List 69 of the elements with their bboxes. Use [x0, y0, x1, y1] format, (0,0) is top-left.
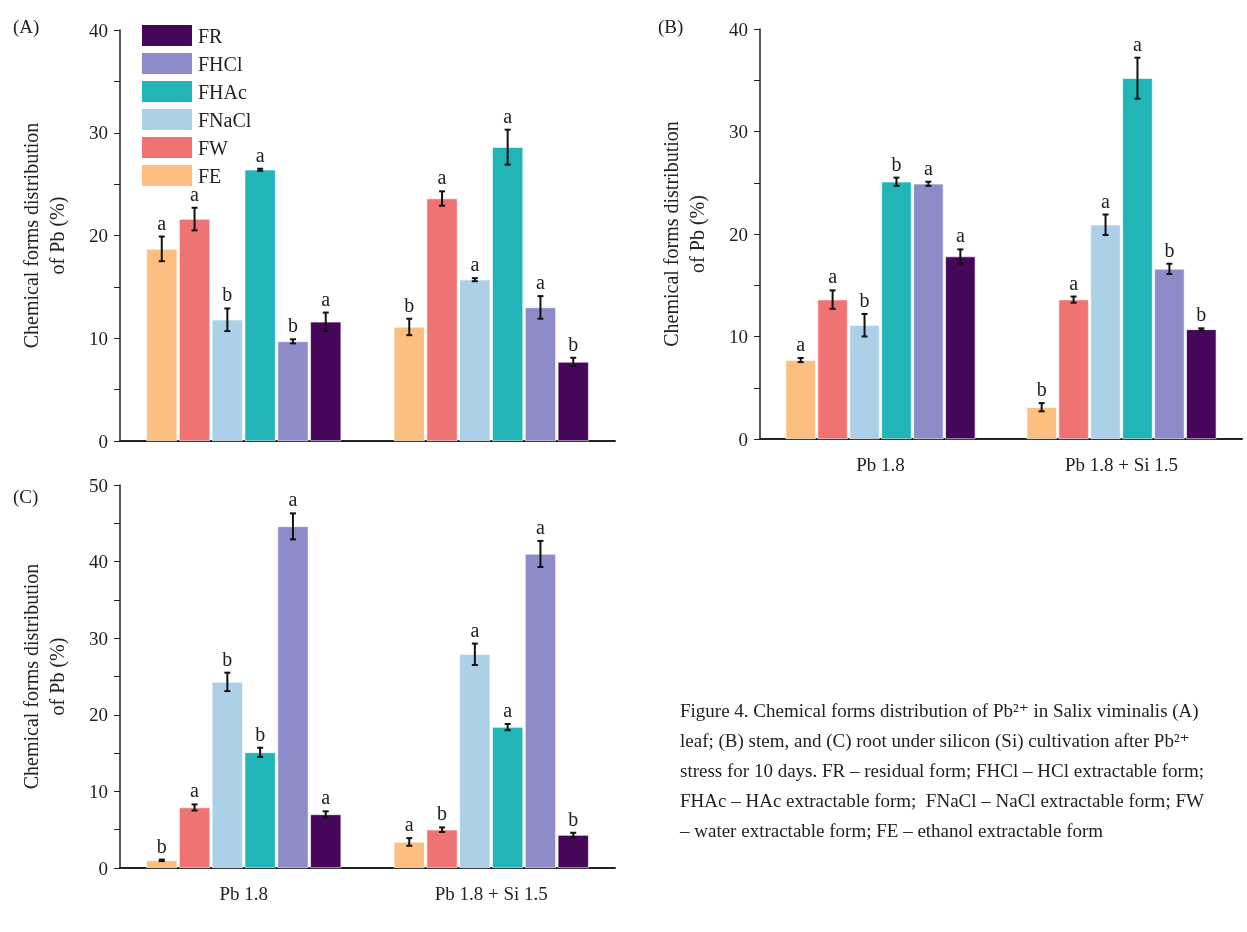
data-label: a [470, 618, 480, 641]
data-label: a [157, 211, 167, 234]
data-label: a [828, 265, 838, 288]
y-tick-label: 0 [98, 857, 108, 879]
data-label: a [796, 333, 806, 356]
data-label: a [190, 779, 200, 802]
y-axis-title: Chemical forms distribution of Pb (%) [660, 121, 709, 347]
legend-label: FR [198, 24, 224, 47]
y-tick-label: 30 [729, 121, 748, 142]
data-label: a [1069, 271, 1079, 294]
data-label: b [1036, 378, 1047, 401]
y-tick-label: 40 [89, 551, 108, 573]
y-tick-label: 20 [729, 223, 748, 245]
y-axis-title: Chemical forms distribution of Pb (%) [20, 122, 69, 349]
legend-label: FHCl [198, 52, 243, 75]
y-axis-title: Chemical forms distribution of Pb (%) [20, 563, 69, 790]
data-label: b [222, 283, 233, 306]
y-tick-label: 10 [89, 327, 108, 349]
data-label: b [437, 802, 448, 825]
data-label: a [437, 166, 447, 189]
data-label: b [568, 807, 579, 830]
data-label: b [1164, 238, 1175, 261]
data-label: a [536, 515, 545, 538]
x-tick-label: Pb 1.8 + Si 1.5 [434, 883, 548, 904]
y-tick-label: 20 [89, 225, 108, 246]
y-tick-label: 40 [729, 18, 748, 40]
chart-title: (A) [13, 16, 40, 38]
y-tick-label: 10 [729, 326, 748, 347]
y-tick-label: 30 [89, 122, 108, 144]
data-label: b [287, 314, 298, 337]
legend-label: FHAc [198, 80, 248, 103]
chart-title: (B) [658, 16, 684, 38]
data-label: b [255, 722, 266, 745]
y-tick-label: 40 [89, 19, 108, 41]
data-label: a [321, 287, 331, 310]
data-label: a [955, 224, 965, 247]
y-tick-label: 0 [98, 430, 108, 452]
data-label: a [404, 813, 414, 836]
y-tick-label: 50 [89, 474, 108, 496]
caption: Figure 4. Chemical forms distribution of Pb²⁺ in Salix viminalis (A) leaf; (B) stem, and (C) root under silicon (Si) cultivation after Pb²⁺ stress for 10 days. FR – residual form; FHCl – HCl extractable form; FHAc – HAc extractable form; FNaCl – NaCl extractable form; FW – water extractable form; FE – ethanol extractable form [679, 699, 1209, 841]
data-label: a [321, 786, 331, 809]
x-tick-label: Pb 1.8 + Si 1.5 [1064, 454, 1179, 475]
y-tick-label: 10 [89, 780, 108, 802]
data-label: a [190, 182, 200, 205]
y-tick-label: 30 [89, 627, 108, 649]
data-label: b [404, 293, 415, 316]
x-tick-label: Pb 1.8 [219, 883, 269, 904]
data-label: a [1101, 189, 1111, 212]
data-label: b [859, 288, 870, 311]
data-label: b [222, 647, 233, 670]
data-label: a [255, 143, 265, 166]
legend-label: FNaCl [198, 108, 252, 131]
data-label: b [1196, 303, 1207, 326]
data-label: a [503, 698, 513, 721]
legend-label: FE [198, 164, 222, 187]
data-label: b [156, 834, 167, 857]
x-tick-label: Pb 1.8 [856, 454, 905, 475]
data-label: b [568, 332, 579, 355]
chart-title: (C) [13, 486, 39, 508]
legend-label: FW [198, 136, 229, 159]
data-label: a [1133, 32, 1143, 55]
data-label: a [503, 104, 513, 127]
y-tick-label: 0 [738, 428, 748, 450]
y-tick-label: 20 [89, 704, 108, 726]
data-label: a [470, 253, 480, 276]
data-label: a [288, 488, 298, 511]
data-label: a [923, 156, 933, 179]
data-label: a [536, 271, 545, 294]
data-label: b [891, 152, 902, 175]
